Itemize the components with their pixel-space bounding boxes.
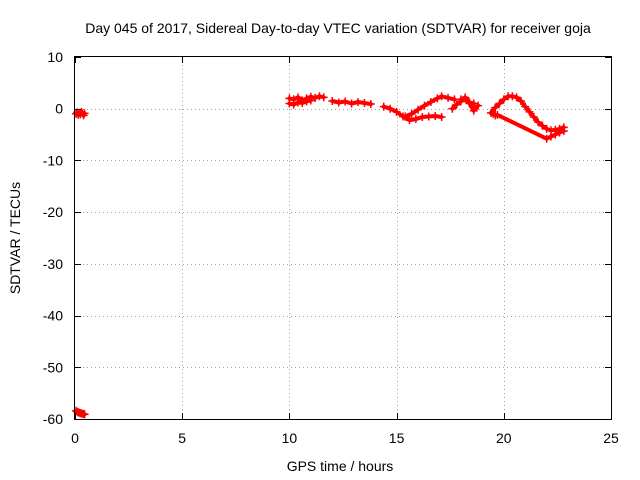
- data-point: [386, 104, 395, 113]
- data-point: [437, 112, 446, 121]
- data-point: [411, 115, 420, 124]
- data-point: [80, 109, 89, 118]
- data-point: [426, 97, 435, 106]
- series-line: [488, 94, 566, 133]
- data-point: [469, 106, 478, 115]
- data-series: [489, 109, 568, 143]
- data-point: [437, 92, 446, 101]
- data-series: [486, 92, 568, 135]
- data-point: [465, 98, 474, 107]
- data-point: [298, 99, 307, 108]
- data-point: [512, 93, 521, 102]
- data-point: [495, 99, 504, 108]
- data-point: [285, 99, 294, 108]
- data-point: [347, 99, 356, 108]
- data-point: [414, 105, 423, 114]
- data-point: [542, 134, 551, 143]
- data-point: [461, 93, 470, 102]
- y-tick-label: -50: [43, 359, 63, 375]
- data-point: [521, 102, 530, 111]
- data-marks: [72, 92, 568, 419]
- data-point: [551, 130, 560, 139]
- x-tick-label: 20: [496, 430, 512, 446]
- y-tick-label: 10: [47, 49, 63, 65]
- data-point: [315, 92, 324, 101]
- data-point: [431, 111, 440, 120]
- data-point: [516, 96, 525, 105]
- data-point: [474, 101, 483, 110]
- data-point: [444, 93, 453, 102]
- x-axis-label: GPS time / hours: [287, 458, 394, 474]
- data-point: [546, 132, 555, 141]
- data-point: [354, 97, 363, 106]
- data-point: [555, 128, 564, 137]
- data-point: [401, 112, 410, 121]
- chart-title: Day 045 of 2017, Sidereal Day-to-day VTE…: [85, 20, 591, 36]
- data-series: [72, 406, 89, 419]
- data-point: [379, 102, 388, 111]
- y-tick-label: 0: [55, 101, 63, 117]
- data-point: [534, 118, 543, 127]
- data-point: [311, 93, 320, 102]
- data-point: [405, 116, 414, 125]
- data-point: [407, 109, 416, 118]
- data-point: [420, 101, 429, 110]
- data-point: [392, 107, 401, 116]
- data-series: [456, 93, 478, 108]
- data-point: [433, 94, 442, 103]
- data-point: [529, 112, 538, 121]
- plot-frame: [74, 56, 612, 420]
- data-series: [401, 92, 459, 121]
- data-series: [328, 96, 375, 109]
- data-point: [328, 96, 337, 105]
- data-point: [452, 100, 461, 109]
- data-point: [302, 97, 311, 106]
- data-point: [499, 95, 508, 104]
- data-point: [80, 410, 89, 419]
- y-tick-label: -10: [43, 152, 63, 168]
- data-point: [341, 97, 350, 106]
- x-tick-label: 5: [178, 430, 186, 446]
- data-series: [285, 96, 315, 109]
- x-tick-label: 10: [282, 430, 298, 446]
- x-tick-label: 15: [389, 430, 405, 446]
- data-point: [542, 124, 551, 133]
- y-axis-label: SDTVAR / TECUs: [7, 182, 23, 294]
- data-point: [366, 100, 375, 109]
- y-tick-label: -30: [43, 256, 63, 272]
- data-point: [538, 121, 547, 130]
- y-tick-label: -20: [43, 204, 63, 220]
- data-point: [508, 92, 517, 101]
- y-tick-label: -60: [43, 411, 63, 427]
- x-tick-label: 25: [603, 430, 619, 446]
- data-point: [360, 99, 369, 108]
- data-point: [306, 96, 315, 105]
- data-point: [469, 99, 478, 108]
- x-tick-label: 0: [71, 430, 79, 446]
- axis-ticks: 0 5 10 15 20 25 10 0 -10 -20 -30 -40 -50 -60: [43, 49, 619, 446]
- data-point: [493, 110, 502, 119]
- y-tick-label: -40: [43, 308, 63, 324]
- data-point: [456, 95, 465, 104]
- data-point: [491, 103, 500, 112]
- data-point: [319, 93, 328, 102]
- data-point: [289, 100, 298, 109]
- data-point: [525, 107, 534, 116]
- data-point: [448, 104, 457, 113]
- data-point: [559, 126, 568, 135]
- data-point: [334, 98, 343, 107]
- data-series: [72, 107, 89, 120]
